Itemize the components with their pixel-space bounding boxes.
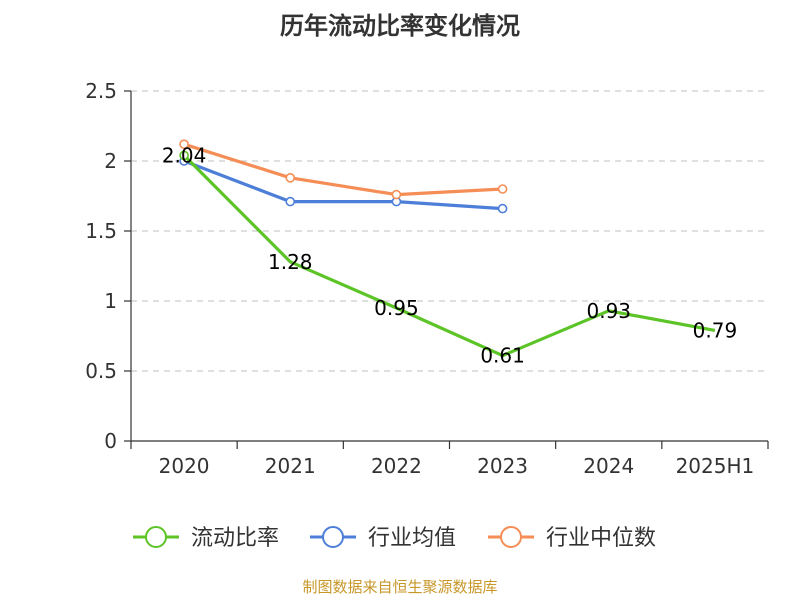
x-tick-label: 2023 [477,454,528,478]
legend-marker [145,526,167,548]
x-tick-label: 2021 [265,454,316,478]
series-line [183,159,503,211]
data-label: 0.93 [586,299,631,323]
legend-marker [500,526,522,548]
legend-marker [322,526,344,548]
data-point [179,139,189,149]
chart-title: 历年流动比率变化情况 [280,12,520,40]
data-label: 0.79 [693,318,738,342]
legend-item: 流动比率 [133,526,279,551]
data-point [285,173,296,183]
data-label: 2.04 [162,143,207,167]
x-tick-label: 2024 [583,454,634,478]
legend-item: 行业均值 [310,526,456,551]
y-tick-label: 0.5 [85,359,117,383]
y-tick-label: 1.5 [85,219,117,243]
series-line [182,154,716,358]
data-label: 0.61 [480,344,525,368]
legend-label: 流动比率 [191,526,279,551]
legend-label: 行业中位数 [546,526,656,551]
data-point [497,203,508,214]
y-tick-label: 2 [104,149,117,173]
source-note: 制图数据来自恒生聚源数据库 [302,578,498,596]
x-tick-label: 2020 [159,454,210,478]
data-point [179,150,189,161]
legend-item: 行业中位数 [488,526,656,551]
data-point [391,189,402,200]
data-point [497,184,508,194]
y-tick-label: 2.5 [85,79,117,103]
legend-label: 行业均值 [368,526,456,551]
x-tick-label: 2025H1 [676,454,755,478]
data-point [285,196,296,207]
series-line [183,142,503,197]
y-tick-label: 1 [104,289,117,313]
x-tick-label: 2022 [371,454,422,478]
data-label: 1.28 [268,250,313,274]
y-tick-label: 0 [104,429,117,453]
data-label: 0.95 [374,296,419,320]
